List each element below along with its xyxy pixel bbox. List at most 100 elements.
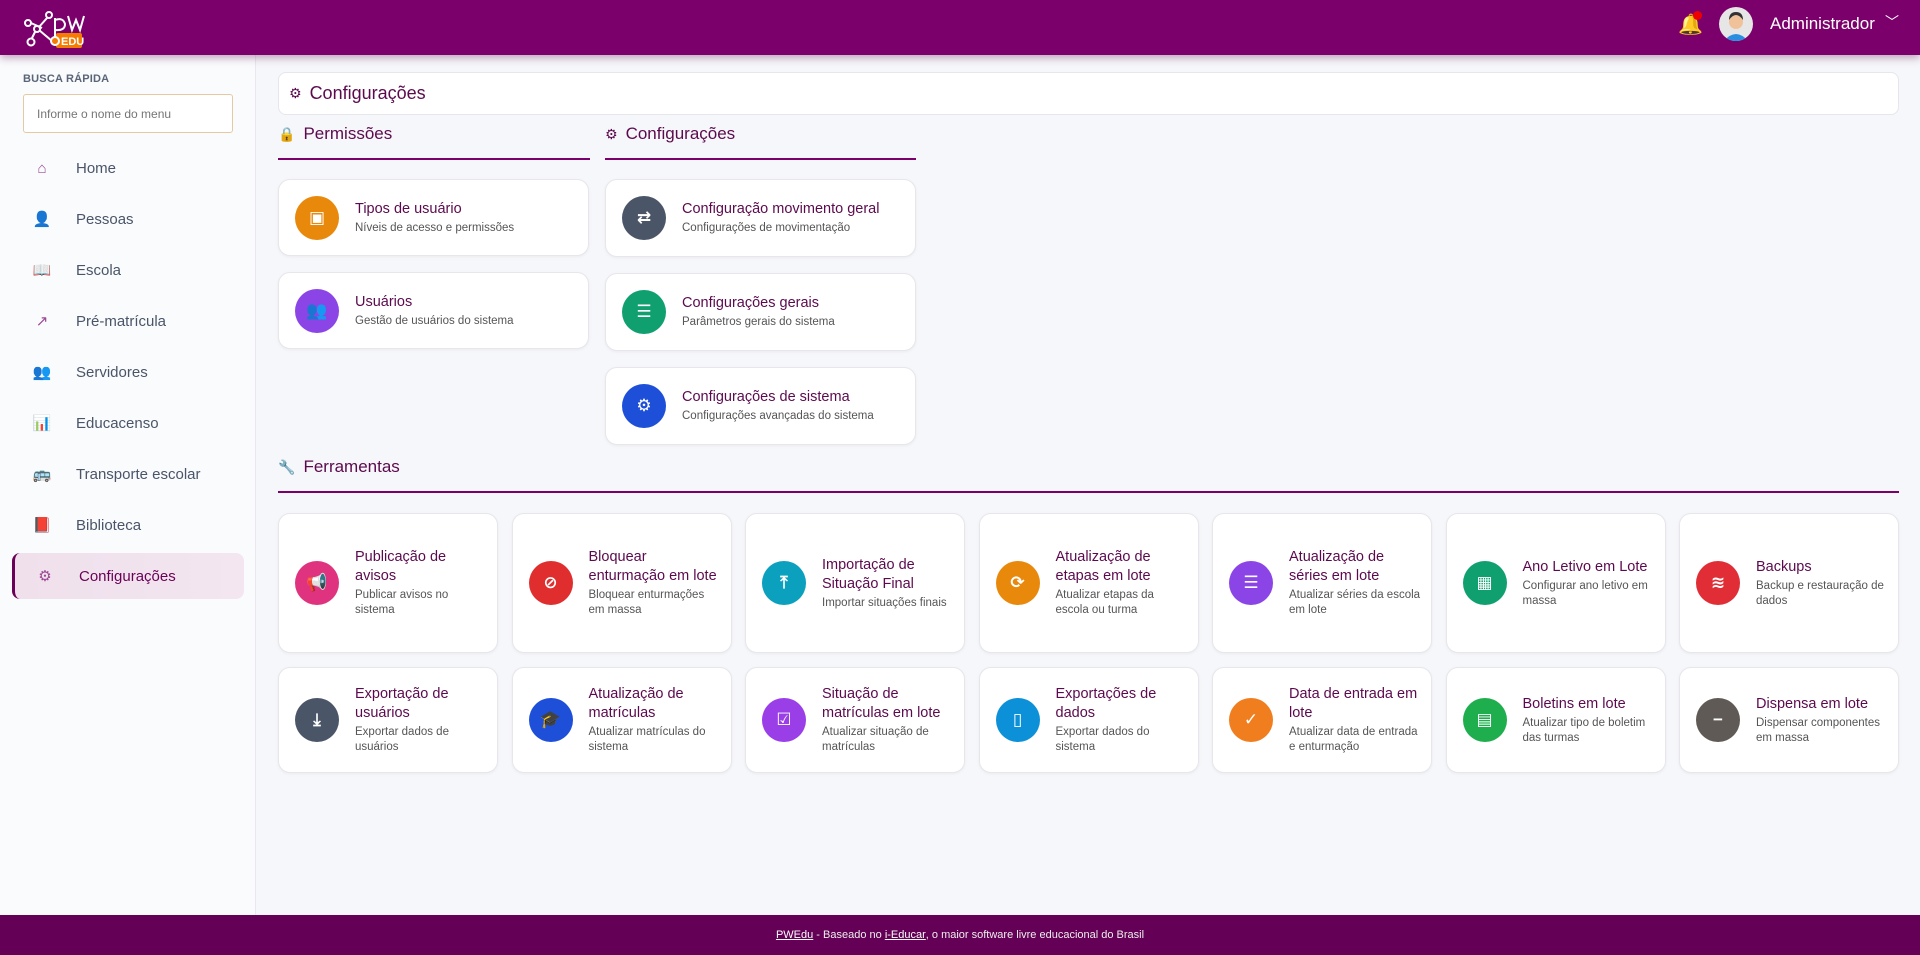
quick-search-input[interactable] (23, 94, 233, 133)
card-title: Configurações gerais (682, 295, 820, 311)
card-title: Boletins em lote (1522, 695, 1626, 712)
card-subtitle: Configurar ano letivo em massa (1522, 579, 1648, 607)
svg-text:EDU: EDU (61, 36, 84, 48)
megaphone-icon: 📢 (295, 561, 339, 605)
card-title: Atualização de séries em lote (1289, 549, 1385, 584)
card-data-de-entrada-em-lote[interactable]: ✓ Data de entrada em lote Atualizar data d… (1212, 667, 1432, 773)
gears-icon: ⚙ (605, 125, 618, 142)
lock-icon: 🔒 (278, 125, 296, 142)
card-subtitle: Atualizar situação de matrículas (822, 726, 929, 753)
card-title: Backups (1756, 558, 1812, 575)
i-educar-link[interactable]: i-Educar (884, 929, 926, 941)
sidebar-item-servidores[interactable]: 👥 Servidores (12, 349, 244, 395)
user-name[interactable]: Administrador (1770, 14, 1875, 33)
card-configuracoes-gerais[interactable]: ☰ Configurações gerais Parâmetros gerais d… (605, 273, 916, 351)
pwedu-logo[interactable]: EDU (22, 8, 102, 50)
card-title: Exportações de dados (1055, 686, 1157, 721)
card-subtitle: Configurações de movimentação (682, 222, 851, 234)
page-title: ⚙ Configurações (278, 72, 1899, 115)
download-icon: ⤓ (295, 698, 339, 742)
card-configuracoes-de-sistema[interactable]: ⚙ Configurações de sistema Configurações a… (605, 367, 916, 445)
card-title: Importação de Situação Final (822, 556, 915, 592)
ban-icon: ⊘ (528, 561, 573, 605)
card-dispensa-em-lote[interactable]: − Dispensa em lote Dispensar componentes e… (1679, 667, 1899, 773)
card-atualizacao-de-series-em-lote[interactable]: ☰ Atualização de séries em lote Atualizar … (1212, 513, 1432, 653)
card-exportacoes-de-dados[interactable]: ▯ Exportações de dados Exportar dados do s… (978, 667, 1199, 773)
sidebar-item-label: Servidores (76, 363, 148, 381)
card-subtitle: Importar situações finais (822, 596, 947, 609)
users-icon: 👥 (295, 288, 339, 333)
card-title: Configurações de sistema (682, 389, 850, 405)
database-icon: ≋ (1696, 561, 1740, 605)
sidebar-item-label: Educacenso (76, 414, 159, 432)
notification-dot (1693, 11, 1702, 20)
gear-icon: ⚙ (38, 568, 52, 585)
card-title: Publicação de avisos (355, 549, 447, 584)
book-icon: 📕 (32, 517, 52, 534)
card-title: Situação de matrículas em lote (822, 686, 941, 721)
card-tipos-de-usuario[interactable]: ▣ Tipos de usuário Níveis de acesso e perm… (278, 179, 589, 256)
card-subtitle: Publicar avisos no sistema (355, 589, 449, 616)
sidebar-item-pre-matricula[interactable]: ↗ Pré-matrícula (12, 298, 244, 344)
sidebar-item-label: Transporte escolar (76, 465, 201, 483)
card-atualizacao-de-matriculas[interactable]: 🎓 Atualização de matrículas Atualizar matr… (511, 667, 732, 773)
sidebar-item-label: Escola (76, 261, 122, 279)
page-title-text: Configurações (309, 83, 426, 103)
notification-bell-icon[interactable]: 🔔 (1678, 11, 1703, 36)
pwedu-link[interactable]: PWEdu (775, 929, 814, 941)
user-icon: 👤 (32, 211, 52, 228)
card-title: Exportação de usuários (355, 686, 449, 721)
sidebar: BUSCA RÁPIDA ⌂ Home 👤 Pessoas 📖 Escola ↗ Pré-ma… (0, 55, 256, 915)
bus-icon: 🚌 (32, 466, 52, 483)
sidebar-item-educacenso[interactable]: 📊 Educacenso (12, 400, 244, 446)
card-atualizacao-de-etapas-em-lote[interactable]: ⟳ Atualização de etapas em lote Atualizar … (978, 513, 1199, 653)
card-backups[interactable]: ≋ Backups Backup e restauração de dados (1679, 513, 1899, 653)
main-content: ⚙ Configurações 🔒 Permissões ⚙ Configuraçõe… (278, 72, 1899, 773)
card-title: Data de entrada em lote (1289, 686, 1418, 721)
card-publicacao-de-avisos[interactable]: 📢 Publicação de avisos Publicar avisos no … (278, 513, 498, 653)
list-ol-icon: ☰ (1229, 561, 1273, 605)
card-situacao-de-matriculas-em-lote[interactable]: ☑ Situação de matrículas em lote Atualizar… (745, 667, 965, 773)
users-icon: 👥 (32, 364, 52, 381)
sidebar-item-transporte-escolar[interactable]: 🚌 Transporte escolar (12, 451, 244, 497)
book-open-icon: 📖 (32, 262, 52, 279)
card-boletins-em-lote[interactable]: ▤ Boletins em lote Atualizar tipo de bolet… (1445, 667, 1666, 773)
footer-text-2: , o maior software livre educacional do … (925, 929, 1145, 941)
check-square-icon: ☑ (762, 698, 806, 742)
card-subtitle: Exportar dados do sistema (1055, 726, 1150, 753)
sidebar-item-label: Configurações (79, 567, 176, 585)
sidebar-item-label: Biblioteca (76, 516, 142, 534)
card-title: Ano Letivo em Lote (1522, 558, 1648, 575)
card-title: Dispensa em lote (1756, 695, 1869, 712)
footer-text: - Baseado no (813, 929, 885, 941)
card-importacao-de-situacao-final[interactable]: ⤒ Importação de Situação Final Importar si… (745, 513, 965, 653)
quick-search-label: BUSCA RÁPIDA (23, 73, 110, 85)
card-subtitle: Exportar dados de usuários (355, 726, 449, 753)
gear-icon: ⚙ (622, 384, 666, 428)
minus-circle-icon: − (1696, 698, 1740, 742)
section-permissions: 🔒 Permissões (278, 124, 590, 160)
section-settings: ⚙ Configurações (605, 124, 916, 160)
sidebar-item-pessoas[interactable]: 👤 Pessoas (12, 196, 244, 242)
bar-chart-icon: 📊 (32, 415, 52, 432)
avatar[interactable] (1719, 7, 1753, 41)
footer: PWEdu - Baseado no i-Educar, o maior sof… (0, 915, 1920, 955)
sidebar-item-biblioteca[interactable]: 📕 Biblioteca (12, 502, 244, 548)
sidebar-item-label: Home (76, 159, 117, 177)
card-bloquear-enturmacao-em-lote[interactable]: ⊘ Bloquear enturmação em lote Bloquear ent… (511, 513, 732, 653)
card-ano-letivo-em-lote[interactable]: ▦ Ano Letivo em Lote Configurar ano letivo… (1445, 513, 1666, 653)
card-exportacao-de-usuarios[interactable]: ⤓ Exportação de usuários Exportar dados de… (278, 667, 498, 773)
sidebar-item-home[interactable]: ⌂ Home (12, 145, 244, 191)
sidebar-item-configuracoes[interactable]: ⚙ Configurações (12, 553, 244, 599)
card-title: Tipos de usuário (355, 200, 462, 217)
upload-icon: ⤒ (762, 561, 806, 605)
card-title: Bloquear enturmação em lote (588, 549, 717, 584)
id-badge-icon: ▣ (295, 195, 339, 240)
card-usuarios[interactable]: 👥 Usuários Gestão de usuários do sistema (278, 272, 589, 349)
chevron-down-icon[interactable]: ﹀ (1885, 14, 1899, 30)
card-subtitle: Níveis de acesso e permissões (355, 221, 515, 234)
file-text-icon: ▤ (1462, 698, 1507, 742)
calendar-icon: ▦ (1462, 561, 1507, 605)
sidebar-item-escola[interactable]: 📖 Escola (12, 247, 244, 293)
card-configuracao-movimento-geral[interactable]: ⇄ Configuração movimento geral Configuraçõ… (605, 179, 916, 257)
